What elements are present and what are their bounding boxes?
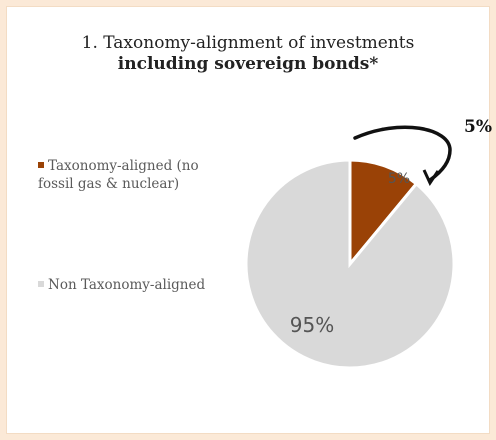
callout-label: 5% <box>464 117 492 137</box>
pie-slice-non-aligned <box>244 158 456 370</box>
legend-swatch-aligned <box>38 162 44 168</box>
legend-label-aligned: Taxonomy-aligned (no fossil gas & nuclea… <box>38 158 199 192</box>
pie-slices <box>244 158 456 370</box>
slice-label-aligned: 5% <box>388 171 410 187</box>
legend-item-aligned: Taxonomy-aligned (no fossil gas & nuclea… <box>38 157 238 193</box>
legend-item-non-aligned: Non Taxonomy-aligned <box>38 276 248 294</box>
callout-arrow <box>353 125 452 182</box>
legend-swatch-non-aligned <box>38 281 44 287</box>
callout-arrowhead <box>422 169 440 187</box>
slice-label-non-aligned: 95% <box>290 313 334 337</box>
chart-title-line1: 1. Taxonomy-alignment of investments <box>81 33 415 53</box>
chart-title-line2: including sovereign bonds* <box>117 54 379 74</box>
legend-label-non-aligned: Non Taxonomy-aligned <box>48 277 206 293</box>
chart-title: 1. Taxonomy-alignment of investments inc… <box>0 33 496 75</box>
